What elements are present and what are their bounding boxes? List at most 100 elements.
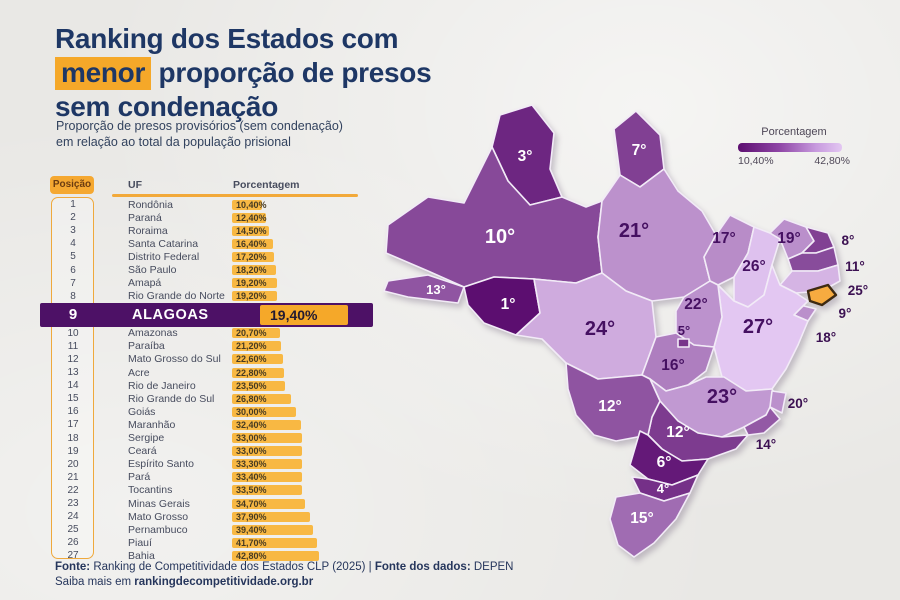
rank-label-mato-grosso: 24° bbox=[585, 318, 615, 340]
rank-label-amapa: 7° bbox=[632, 142, 647, 159]
position-cell: 6 bbox=[70, 264, 76, 276]
uf-cell: Mato Grosso bbox=[128, 510, 189, 523]
table-row: 4 Santa Catarina 16,40% bbox=[48, 237, 378, 250]
position-cell: 27 bbox=[67, 550, 79, 562]
table-row: 26 Piauí 41,70% bbox=[48, 536, 378, 549]
table-row: 13 Acre 22,80% bbox=[48, 366, 378, 379]
column-header-uf: UF bbox=[128, 179, 142, 191]
rank-label-para: 21° bbox=[619, 220, 649, 242]
position-cell: 7 bbox=[70, 277, 76, 289]
uf-cell: Piauí bbox=[128, 536, 152, 549]
rank-label-rio-grande-do-norte: 8° bbox=[842, 233, 855, 248]
percentage-bar: 21,20% bbox=[232, 341, 281, 352]
position-cell: 18 bbox=[67, 432, 79, 444]
state-para bbox=[597, 168, 717, 302]
rank-label-amazonas: 10° bbox=[485, 226, 515, 248]
percentage-bar: 32,40% bbox=[232, 419, 301, 430]
uf-cell: Rondônia bbox=[128, 198, 173, 211]
percentage-bar: 26,80% bbox=[232, 393, 291, 404]
table-row: 22 Tocantins 33,50% bbox=[48, 484, 378, 497]
table-row: 20 Espírito Santo 33,30% bbox=[48, 458, 378, 471]
table-row: 8 Rio Grande do Norte 19,20% bbox=[48, 290, 378, 303]
uf-cell: Acre bbox=[128, 366, 150, 379]
percentage-bar: 12,40% bbox=[232, 212, 267, 223]
rank-label-parana: 6° bbox=[657, 454, 672, 471]
uf-cell: Ceará bbox=[128, 445, 157, 458]
position-cell: 25 bbox=[67, 524, 79, 536]
page-title: Ranking dos Estados com menor proporção … bbox=[55, 22, 432, 124]
position-cell: 19 bbox=[67, 445, 79, 457]
table-row: 18 Sergipe 33,00% bbox=[48, 432, 378, 445]
table-row: 1 Rondônia 10,40% bbox=[48, 198, 378, 211]
percentage-bar: 18,20% bbox=[232, 265, 276, 276]
uf-cell: Paraná bbox=[128, 211, 162, 224]
percentage-bar: 19,20% bbox=[232, 291, 277, 302]
uf-cell: Rio Grande do Sul bbox=[128, 392, 215, 405]
position-cell: 22 bbox=[67, 484, 79, 496]
table-row: 10 Amazonas 20,70% bbox=[48, 327, 378, 340]
table-row: 16 Goiás 30,00% bbox=[48, 405, 378, 418]
uf-cell: Rio de Janeiro bbox=[128, 379, 196, 392]
position-cell: 10 bbox=[67, 327, 79, 339]
title-line-1: Ranking dos Estados com bbox=[55, 23, 399, 54]
legend-max-label: 42,80% bbox=[814, 155, 850, 167]
rank-label-piaui: 26° bbox=[742, 258, 765, 275]
state-distrito-federal bbox=[677, 338, 690, 348]
subtitle-line-2: em relação ao total da população prision… bbox=[56, 135, 291, 149]
percentage-bar: 20,70% bbox=[232, 328, 280, 339]
position-cell: 21 bbox=[67, 471, 79, 483]
rank-label-ceara: 19° bbox=[777, 230, 800, 247]
uf-cell: Bahia bbox=[128, 549, 155, 562]
legend-min-label: 10,40% bbox=[738, 155, 774, 167]
percentage-bar: 33,00% bbox=[232, 446, 302, 457]
uf-cell: Espírito Santo bbox=[128, 458, 194, 471]
uf-cell: Goiás bbox=[128, 405, 156, 418]
rank-label-paraiba: 11° bbox=[845, 259, 865, 274]
map-legend: Porcentagem 10,40% 42,80% bbox=[738, 126, 850, 167]
position-cell: 13 bbox=[67, 367, 79, 379]
percentage-bar: 19,40% bbox=[260, 304, 348, 325]
title-line-3: sem condenação bbox=[55, 91, 278, 122]
percentage-bar: 17,20% bbox=[232, 251, 274, 262]
table-row: 5 Distrito Federal 17,20% bbox=[48, 250, 378, 263]
uf-cell: Minas Gerais bbox=[128, 497, 190, 510]
legend-title: Porcentagem bbox=[761, 126, 827, 138]
table-row: 27 Bahia 42,80% bbox=[48, 549, 378, 562]
position-cell: 24 bbox=[67, 511, 79, 523]
rank-label-roraima: 3° bbox=[518, 148, 533, 165]
position-cell: 1 bbox=[70, 199, 76, 211]
percentage-bar: 30,00% bbox=[232, 406, 296, 417]
rank-label-distrito-federal: 5° bbox=[678, 323, 690, 338]
percentage-bar: 33,00% bbox=[232, 433, 302, 444]
position-cell: 15 bbox=[67, 393, 79, 405]
footer: Fonte: Ranking de Competitividade dos Es… bbox=[55, 560, 514, 590]
uf-cell: ALAGOAS bbox=[132, 306, 209, 323]
position-cell: 11 bbox=[67, 340, 79, 352]
rank-label-rondonia: 1° bbox=[501, 296, 516, 313]
percentage-bar: 39,40% bbox=[232, 524, 313, 535]
percentage-bar: 41,70% bbox=[232, 537, 317, 548]
uf-cell: Pernambuco bbox=[128, 523, 188, 536]
uf-cell: Amazonas bbox=[128, 327, 178, 340]
table-row-highlight-alagoas: 9 ALAGOAS 19,40% bbox=[40, 302, 373, 327]
uf-cell: Distrito Federal bbox=[128, 250, 200, 263]
table-row: 24 Mato Grosso 37,90% bbox=[48, 510, 378, 523]
ranking-table: Posição UF Porcentagem 1 Rondônia 10,40% 2 P… bbox=[40, 176, 378, 566]
column-header-percentage: Porcentagem bbox=[233, 179, 300, 191]
position-cell: 26 bbox=[67, 537, 79, 549]
column-header-position: Posição bbox=[50, 176, 94, 194]
rank-label-santa-catarina: 4° bbox=[657, 481, 669, 496]
rank-label-sao-paulo: 12° bbox=[666, 424, 689, 441]
state-bahia bbox=[713, 264, 809, 392]
uf-cell: Rio Grande do Norte bbox=[128, 290, 225, 303]
rank-label-maranhao: 17° bbox=[712, 230, 735, 247]
table-rows: 1 Rondônia 10,40% 2 Paraná 12,40% 3 Roraima 14,5… bbox=[40, 198, 378, 562]
position-cell: 23 bbox=[67, 498, 79, 510]
table-row: 14 Rio de Janeiro 23,50% bbox=[48, 379, 378, 392]
position-cell: 14 bbox=[67, 380, 79, 392]
uf-cell: Sergipe bbox=[128, 432, 165, 445]
rank-label-acre: 13° bbox=[426, 282, 446, 297]
rank-label-sergipe: 18° bbox=[816, 330, 836, 345]
state-amazonas bbox=[385, 146, 603, 288]
brazil-map: 3° 7° 10° 21° 13° 1° 24° 17° 26° 19° 27°… bbox=[372, 85, 894, 571]
